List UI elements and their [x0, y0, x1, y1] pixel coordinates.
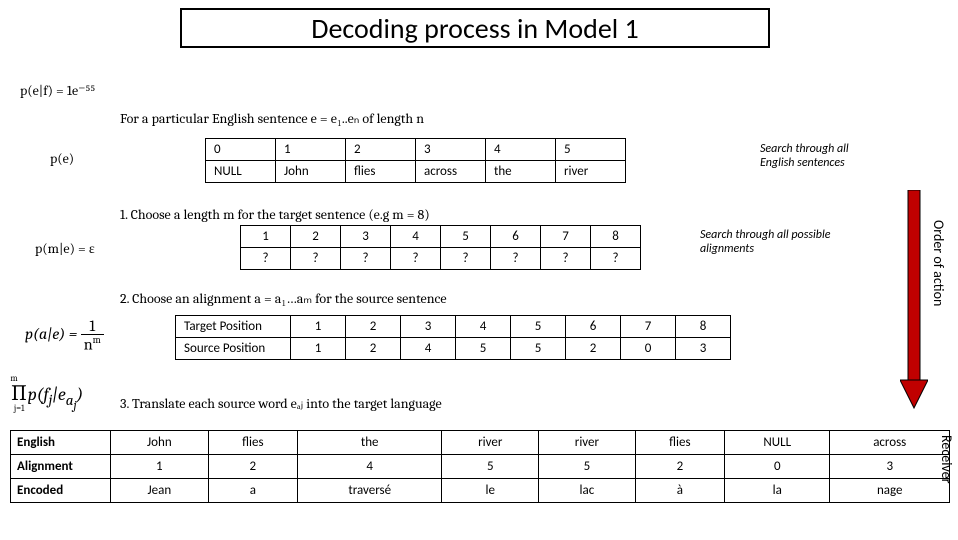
table-cell: flies — [635, 431, 724, 455]
page-title: Decoding process in Model 1 — [180, 8, 770, 48]
row-label: Target Position — [176, 316, 291, 338]
table-cell: 4 — [391, 226, 441, 248]
table-cell: 3 — [830, 455, 950, 479]
receiver-label: Receiver — [938, 435, 955, 483]
step2-text: 2. Choose an alignment a = a₁…aₘ for the… — [120, 290, 447, 308]
table-cell: 5 — [539, 455, 636, 479]
table-cell: river — [539, 431, 636, 455]
table-cell: 1 — [276, 139, 346, 161]
table-cell: 2 — [566, 338, 621, 360]
table-cell: across — [830, 431, 950, 455]
position-table: Target Position 1 2 3 4 5 6 7 8 Source P… — [175, 315, 731, 360]
formula-prod: ∏j=1m p(fj|eaj) — [10, 380, 105, 413]
table-cell: John — [276, 161, 346, 183]
table-cell: 5 — [556, 139, 626, 161]
table-cell: 2 — [635, 455, 724, 479]
table-cell: the — [297, 431, 442, 455]
row-label: Alignment — [11, 455, 111, 479]
table-cell: 1 — [291, 316, 346, 338]
table-cell: 3 — [416, 139, 486, 161]
row-label: English — [11, 431, 111, 455]
table-cell: traversé — [297, 479, 442, 503]
table-cell: 4 — [486, 139, 556, 161]
table-cell: 5 — [511, 338, 566, 360]
table-cell: 3 — [341, 226, 391, 248]
order-arrow-icon — [900, 190, 928, 410]
order-label: Order of action — [930, 220, 947, 306]
table-cell: John — [111, 431, 209, 455]
table-cell: flies — [346, 161, 416, 183]
table-cell: 2 — [346, 139, 416, 161]
table-cell: 6 — [491, 226, 541, 248]
row-label: Encoded — [11, 479, 111, 503]
table-cell: ? — [391, 248, 441, 270]
note-search-alignments: Search through all possible alignments — [700, 228, 860, 256]
row-label: Source Position — [176, 338, 291, 360]
table-cell: 5 — [511, 316, 566, 338]
table-cell: ? — [541, 248, 591, 270]
table-cell: NULL — [725, 431, 830, 455]
table-cell: river — [442, 431, 539, 455]
table-cell: the — [486, 161, 556, 183]
formula-pae: p(a|e) = 1nm — [25, 318, 104, 352]
formula-particular: For a particular English sentence e = e₁… — [120, 110, 424, 128]
alignment-q-table: 1 2 3 4 5 6 7 8 ? ? ? ? ? ? ? ? — [240, 225, 641, 270]
table-cell: 4 — [297, 455, 442, 479]
table-cell: across — [416, 161, 486, 183]
table-cell: 0 — [621, 338, 676, 360]
table-cell: 1 — [241, 226, 291, 248]
step3-text: 3. Translate each source word eₐⱼ into t… — [120, 395, 442, 413]
step1-text: 1. Choose a length m for the target sent… — [120, 206, 430, 223]
table-cell: le — [442, 479, 539, 503]
table-cell: Jean — [111, 479, 209, 503]
table-cell: nage — [830, 479, 950, 503]
table-cell: à — [635, 479, 724, 503]
table-cell: 5 — [442, 455, 539, 479]
table-cell: NULL — [206, 161, 276, 183]
table-cell: a — [208, 479, 297, 503]
table-cell: 2 — [346, 316, 401, 338]
table-cell: ? — [291, 248, 341, 270]
table-cell: 3 — [676, 338, 731, 360]
table-cell: 2 — [291, 226, 341, 248]
table-cell: 7 — [621, 316, 676, 338]
table-cell: 0 — [206, 139, 276, 161]
table-cell: ? — [491, 248, 541, 270]
table-cell: ? — [441, 248, 491, 270]
table-cell: lac — [539, 479, 636, 503]
formula-pme: p(m|e) = ε — [35, 240, 95, 258]
table-cell: 2 — [208, 455, 297, 479]
note-search-sentences: Search through all English sentences — [760, 142, 880, 170]
table-cell: 1 — [291, 338, 346, 360]
table-cell: 1 — [111, 455, 209, 479]
table-cell: 8 — [591, 226, 641, 248]
table-cell: 7 — [541, 226, 591, 248]
table-cell: 0 — [725, 455, 830, 479]
table-cell: 5 — [441, 226, 491, 248]
formula-top: p(e|f) = 1e⁻⁵⁵ — [20, 82, 95, 100]
table-cell: river — [556, 161, 626, 183]
table-cell: 4 — [456, 316, 511, 338]
table-cell: 5 — [456, 338, 511, 360]
table-cell: ? — [591, 248, 641, 270]
table-cell: 3 — [401, 316, 456, 338]
table-cell: 8 — [676, 316, 731, 338]
table-cell: flies — [208, 431, 297, 455]
table-cell: 4 — [401, 338, 456, 360]
english-sentence-table: 0 1 2 3 4 5 NULL John flies across the r… — [205, 138, 626, 183]
final-table: English John flies the river river flies… — [10, 430, 950, 503]
table-cell: 6 — [566, 316, 621, 338]
table-cell: ? — [341, 248, 391, 270]
table-cell: ? — [241, 248, 291, 270]
formula-pe: p(e) — [50, 150, 74, 167]
table-cell: 2 — [346, 338, 401, 360]
table-cell: la — [725, 479, 830, 503]
